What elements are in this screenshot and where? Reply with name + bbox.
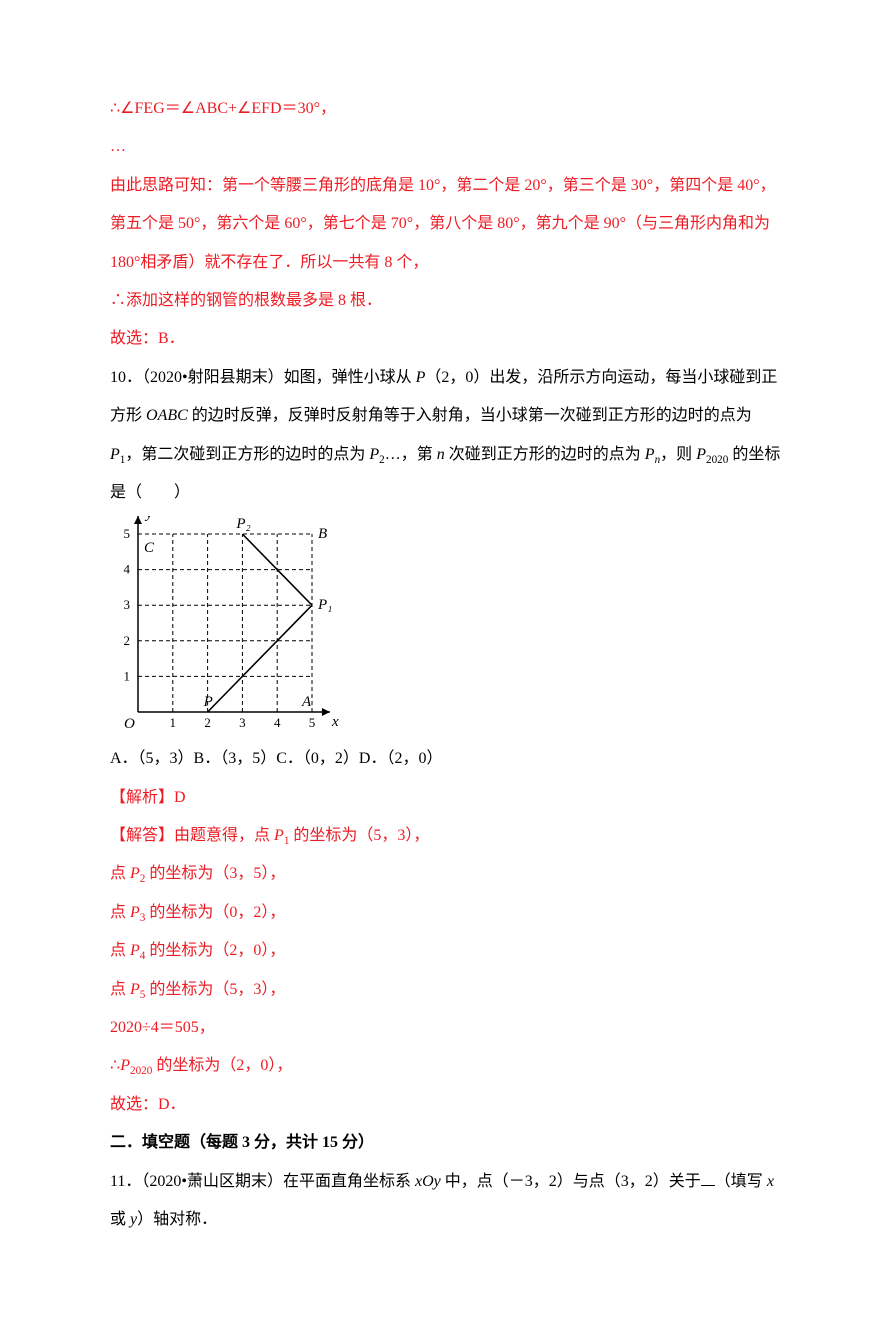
q11-b: 中，点（－3，2）与点（3，2）关于: [441, 1173, 701, 1190]
solve-2a: 点: [110, 865, 130, 882]
question-11: 11．（2020•萧山区期末）在平面直角坐标系 xOy 中，点（－3，2）与点（…: [110, 1163, 782, 1240]
sv-s2020: 2020: [130, 1066, 152, 1078]
solve-line-2: 点 P2 的坐标为（3，5），: [110, 855, 782, 893]
figure-grid: 1234512345xyOPABCP₁P₂: [110, 516, 782, 738]
q11-a: 11．（2020•萧山区期末）在平面直角坐标系: [110, 1173, 415, 1190]
question-10: 10．（2020•射阳县期末）如图，弹性小球从 P（2，0）出发，沿所示方向运动…: [110, 359, 782, 513]
svg-text:3: 3: [239, 715, 246, 730]
solve-label: 【解答】: [110, 827, 174, 844]
solve-3a: 点: [110, 904, 130, 921]
solve-line-6: 2020÷4＝505，: [110, 1009, 782, 1047]
solve-line-3: 点 P3 的坐标为（0，2），: [110, 894, 782, 932]
svg-text:P₁: P₁: [317, 597, 332, 613]
sv-P3: P: [130, 904, 140, 921]
section-2-title: 二．填空题（每题 3 分，共计 15 分）: [110, 1124, 782, 1162]
solve-5b: 的坐标为（5，3），: [145, 981, 285, 998]
svg-text:2: 2: [124, 633, 131, 648]
q10-text-d: ，第二次碰到正方形的边时的点为: [125, 446, 369, 463]
sv-P2020: P: [120, 1057, 130, 1074]
var-P1: P: [110, 446, 120, 463]
svg-text:4: 4: [124, 562, 131, 577]
svg-text:5: 5: [124, 526, 131, 541]
svg-text:P₂: P₂: [235, 516, 250, 532]
svg-text:2: 2: [204, 715, 211, 730]
sv-P1: P: [274, 827, 284, 844]
sv-P4: P: [130, 942, 140, 959]
var-xOy: xOy: [415, 1173, 441, 1190]
solve-line-1: 【解答】由题意得，点 P1 的坐标为（5，3），: [110, 817, 782, 855]
sol-line-1: ∴∠FEG＝∠ABC+∠EFD＝30°，: [110, 90, 782, 128]
q10-text-g: ，则: [660, 446, 696, 463]
var-n: n: [437, 446, 445, 463]
var-P: P: [416, 369, 426, 386]
solve-1a: 由题意得，点: [174, 827, 274, 844]
var-Pn: P: [645, 446, 655, 463]
svg-text:4: 4: [274, 715, 281, 730]
svg-text:B: B: [318, 526, 327, 542]
q10-choices: A．（5，3）B．（3，5）C．（0，2）D．（2，0）: [110, 740, 782, 778]
solve-3b: 的坐标为（0，2），: [145, 904, 285, 921]
q11-c: （填写: [715, 1173, 767, 1190]
solve-7a: ∴: [110, 1057, 120, 1074]
solve-line-5: 点 P5 的坐标为（5，3），: [110, 971, 782, 1009]
solve-4a: 点: [110, 942, 130, 959]
solve-4b: 的坐标为（2，0），: [145, 942, 285, 959]
sv-P2: P: [130, 865, 140, 882]
solve-2b: 的坐标为（3，5），: [145, 865, 285, 882]
svg-text:A: A: [301, 694, 312, 710]
answer-label: 【解析】: [110, 789, 174, 806]
svg-text:y: y: [144, 516, 153, 522]
svg-text:x: x: [331, 714, 339, 730]
grid-svg: 1234512345xyOPABCP₁P₂: [110, 516, 340, 734]
svg-text:3: 3: [124, 597, 131, 612]
answer-value: D: [174, 789, 186, 806]
svg-text:5: 5: [309, 715, 316, 730]
solve-line-8: 故选：D．: [110, 1086, 782, 1124]
q10-text-e: …，第: [385, 446, 437, 463]
sv-P5: P: [130, 981, 140, 998]
sub-2020: 2020: [706, 454, 728, 466]
svg-text:P: P: [203, 694, 213, 710]
q10-text-a: 10．（2020•射阳县期末）如图，弹性小球从: [110, 369, 416, 386]
svg-text:1: 1: [170, 715, 177, 730]
var-P2020: P: [696, 446, 706, 463]
q11-d: 或: [110, 1211, 130, 1228]
var-P2: P: [369, 446, 379, 463]
sol-line-5: 故选：B．: [110, 320, 782, 358]
blank-underline: [701, 1170, 715, 1186]
var-x: x: [767, 1173, 774, 1190]
solve-line-4: 点 P4 的坐标为（2，0），: [110, 932, 782, 970]
svg-text:O: O: [124, 716, 135, 732]
var-OABC: OABC: [146, 407, 188, 424]
q11-e: ）轴对称．: [137, 1211, 217, 1228]
svg-text:C: C: [144, 540, 155, 556]
sol-line-2: …: [110, 128, 782, 166]
sol-line-3: 由此思路可知：第一个等腰三角形的底角是 10°，第二个是 20°，第三个是 30…: [110, 167, 782, 282]
solve-5a: 点: [110, 981, 130, 998]
q10-text-c: 的边时反弹，反弹时反射角等于入射角，当小球第一次碰到正方形的边时的点为: [188, 407, 752, 424]
solve-7b: 的坐标为（2，0），: [152, 1057, 292, 1074]
sol-line-4: ∴添加这样的钢管的根数最多是 8 根．: [110, 282, 782, 320]
solve-line-7: ∴P2020 的坐标为（2，0），: [110, 1047, 782, 1085]
answer-line: 【解析】D: [110, 779, 782, 817]
svg-text:1: 1: [124, 669, 131, 684]
solve-1b: 的坐标为（5，3），: [289, 827, 429, 844]
q10-text-f: 次碰到正方形的边时的点为: [445, 446, 645, 463]
